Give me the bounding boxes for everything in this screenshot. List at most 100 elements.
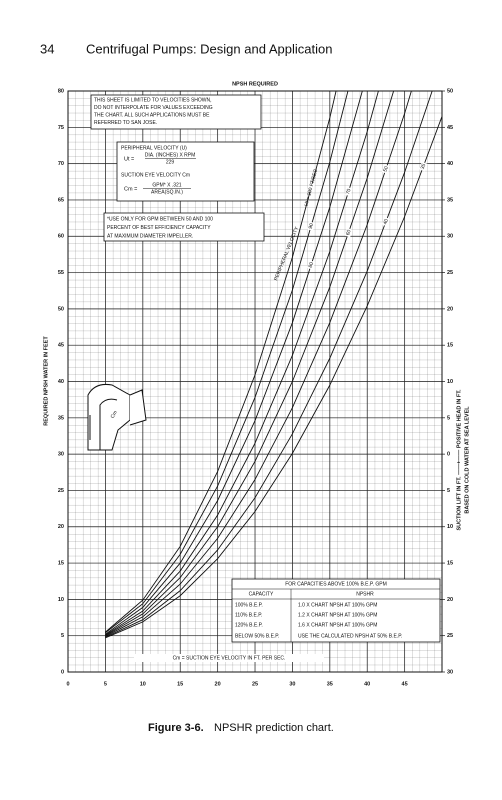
x-tick-label: 25 (252, 681, 258, 687)
curve (105, 91, 379, 636)
y2-tick-label: 20 (447, 306, 453, 312)
y2-tick-label: 25 (447, 270, 453, 276)
y-tick-label: 30 (58, 452, 64, 458)
formula-symbol: Ut = (124, 156, 134, 162)
impeller-sketch (87, 384, 147, 451)
formula-label: PERIPHERAL VELOCITY (U) (121, 145, 187, 151)
x-tick-label: 20 (215, 681, 221, 687)
note-line: THIS SHEET IS LIMITED TO VELOCITIES SHOW… (94, 97, 212, 103)
caption-label: Figure 3-6. (148, 722, 204, 734)
curve (105, 91, 337, 633)
y-tick-label: 0 (61, 669, 64, 675)
table-cell: 100% B.E.P. (235, 602, 263, 608)
y-tick-label: 20 (58, 524, 64, 530)
curve-label-bg (381, 164, 391, 174)
curve-label-bg (419, 161, 428, 172)
x-tick-label: 45 (402, 681, 408, 687)
curve-label: 80 (308, 261, 315, 268)
x-tick-label: 30 (289, 681, 295, 687)
formula-box (116, 141, 255, 202)
table-cell: 1.6 X CHART NPSH AT 100% GPM (298, 622, 377, 628)
curve-label: 40 (382, 218, 390, 226)
curve (105, 91, 363, 635)
curve-label-bg (344, 227, 353, 238)
y2-tick-label: 15 (447, 343, 453, 349)
x-label-bg (134, 654, 324, 662)
table-cell: USE THE CALCULATED NPSH AT 50% B.E.P. (298, 633, 402, 639)
curve-label-bg (344, 186, 353, 197)
y2-tick-label: 45 (447, 125, 453, 131)
y-tick-label: 10 (58, 597, 64, 603)
caption-text: NPSHR prediction chart. (214, 722, 334, 734)
curve-label-bg (307, 221, 316, 231)
formula-denominator: 229 (166, 159, 175, 165)
table-header: NPSHR (356, 591, 374, 597)
usage-line: PERCENT OF BEST EFFICIENCY CAPACITY (107, 225, 211, 231)
curve-label: 60 (345, 229, 353, 236)
y-tick-label: 45 (58, 343, 64, 349)
note-line: REFERRED TO SAN JOSE. (94, 120, 157, 126)
y-axis-label: REQUIRED NPSH WATER IN FEET (43, 336, 49, 426)
y2-tick-label: 25 (447, 633, 453, 639)
table-cell: 1.0 X CHART NPSH AT 100% GPM (298, 602, 377, 608)
y2-tick-label: 50 (447, 88, 453, 94)
table-header: CAPACITY (249, 591, 274, 597)
curves (105, 91, 442, 639)
curve-label: 50 (382, 165, 390, 172)
x-tick-label: 35 (327, 681, 333, 687)
running-head: Centrifugal Pumps: Design and Applicatio… (86, 41, 332, 56)
page-number: 34 (40, 41, 54, 56)
curve (105, 91, 395, 637)
formula-label: SUCTION EYE VELOCITY Cm (121, 172, 190, 178)
y2-tick-label: 5 (447, 415, 450, 421)
table-cell: 120% B.E.P. (235, 622, 263, 628)
note-box (90, 94, 262, 130)
y-tick-label: 65 (58, 197, 64, 203)
y-tick-label: 60 (58, 234, 64, 240)
curve-label: 35 (420, 163, 428, 171)
y-tick-label: 70 (58, 161, 64, 167)
y-tick-label: 75 (58, 125, 64, 131)
y2-axis-label: BASED ON COLD WATER AT SEA LEVEL (464, 406, 470, 514)
y2-tick-label: 10 (447, 379, 453, 385)
y2-tick-label: 30 (447, 234, 453, 240)
table-title: FOR CAPACITIES ABOVE 100% B.E.P. GPM (285, 581, 387, 587)
formula-symbol: Cm = (124, 186, 137, 192)
x-tick-label: 10 (140, 681, 146, 687)
y2-tick-label: 10 (447, 524, 453, 530)
y2-axis-label: SUCTION LIFT IN FT. ——+—— POSITIVE HEAD … (456, 389, 462, 530)
curve-label: 90 (308, 222, 315, 229)
note-line: DO NOT INTERPOLATE FOR VALUES EXCEEDING (94, 105, 213, 111)
usage-line: AT MAXIMUM DIAMETER IMPELLER. (107, 233, 193, 239)
impeller-label: Cm (110, 410, 119, 420)
y2-tick-label: 30 (447, 669, 453, 675)
formula-numerator: GPM* X .321 (152, 182, 181, 188)
table-box (231, 578, 441, 643)
y2-tick-label: 5 (447, 488, 450, 494)
x-tick-label: 40 (364, 681, 370, 687)
y-tick-label: 35 (58, 415, 64, 421)
y-tick-label: 25 (58, 488, 64, 494)
curve-label-bg (381, 216, 391, 227)
chart-title: NPSH REQUIRED (232, 81, 278, 87)
y2-tick-label: 20 (447, 597, 453, 603)
y-tick-label: 80 (58, 88, 64, 94)
y2-tick-label: 15 (447, 561, 453, 567)
usage-line: *USE ONLY FOR GPM BETWEEN 50 AND 100 (107, 216, 213, 222)
formula-numerator: DIA. (INCHES) X RPM (145, 152, 196, 158)
y2-tick-label: 0 (447, 452, 450, 458)
y-tick-label: 5 (61, 633, 64, 639)
x-axis-label: Cm = SUCTION EYE VELOCITY IN FT. PER SEC… (173, 655, 286, 661)
formula-denominator: AREA(SQ.IN.) (151, 189, 183, 195)
curve (105, 91, 349, 634)
y-tick-label: 50 (58, 306, 64, 312)
curve-label-bg (307, 182, 316, 193)
x-tick-label: 15 (177, 681, 183, 687)
y-tick-label: 40 (58, 379, 64, 385)
table-cell: 1.2 X CHART NPSH AT 100% GPM (298, 612, 377, 618)
usage-box (103, 212, 265, 242)
curve-label-bg (307, 260, 316, 270)
curve-label: 70 (345, 188, 352, 195)
